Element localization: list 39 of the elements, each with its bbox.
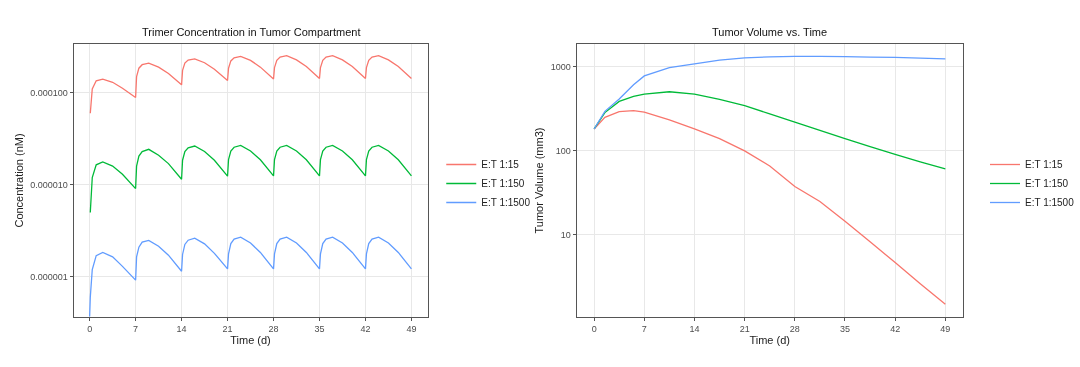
x-tick-label: 35 [839, 323, 850, 334]
y-tick-label: 0.000001 [30, 271, 68, 282]
x-tick-label: 14 [689, 323, 700, 334]
legend-label: E:T 1:1500 [1025, 197, 1075, 209]
x-tick-label: 28 [789, 323, 800, 334]
x-axis-title: Time (d) [230, 333, 271, 346]
x-tick-label: 42 [360, 323, 371, 334]
x-tick-label: 21 [222, 323, 233, 334]
x-tick-label: 42 [890, 323, 901, 334]
x-tick-label: 0 [87, 323, 93, 334]
y-tick-label: 0.000010 [30, 179, 68, 190]
y-axis-title: Concentration (nM) [12, 133, 25, 228]
x-tick-label: 7 [641, 323, 647, 334]
x-tick-label: 0 [591, 323, 597, 334]
x-tick-label: 7 [133, 323, 139, 334]
y-tick-label: 10 [560, 230, 571, 241]
x-tick-label: 14 [176, 323, 187, 334]
line-series [89, 144, 413, 214]
x-tick-label: 21 [739, 323, 750, 334]
line-series [593, 110, 946, 305]
chart-title: Tumor Volume vs. Time [712, 26, 828, 38]
line-series [88, 236, 413, 317]
x-tick-label: 49 [406, 323, 417, 334]
line-series [593, 55, 946, 130]
legend-label: E:T 1:15 [481, 159, 520, 171]
y-axis-title: Tumor Volume (mm3) [533, 127, 546, 234]
line-series [89, 55, 413, 114]
x-tick-label: 49 [940, 323, 951, 334]
x-tick-label: 28 [268, 323, 279, 334]
legend-label: E:T 1:15 [1025, 159, 1064, 171]
y-tick-label: 100 [555, 146, 571, 156]
x-axis-title: Time (d) [749, 333, 791, 346]
chart-title: Trimer Concentration in Tumor Compartment [142, 26, 361, 38]
y-tick-label: 0.000100 [30, 87, 68, 98]
legend-label: E:T 1:150 [481, 178, 525, 190]
x-tick-label: 35 [314, 323, 325, 334]
y-tick-label: 1000 [550, 61, 571, 72]
legend-label: E:T 1:1500 [481, 197, 531, 209]
legend-label: E:T 1:150 [1025, 178, 1069, 190]
